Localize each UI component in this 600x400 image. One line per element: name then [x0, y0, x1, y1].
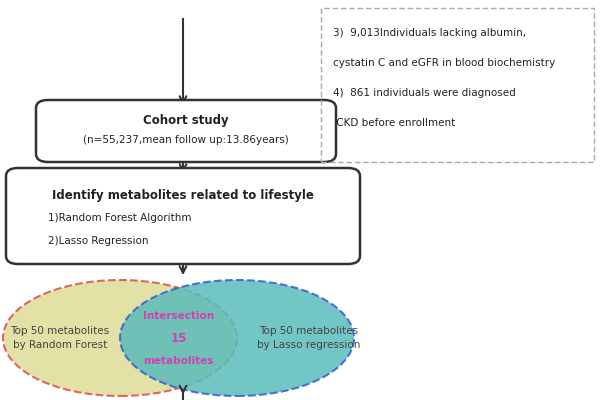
Text: 3)  9,013Individuals lacking albumin,: 3) 9,013Individuals lacking albumin,	[333, 28, 526, 38]
Text: Identify metabolites related to lifestyle: Identify metabolites related to lifestyl…	[52, 189, 314, 202]
FancyBboxPatch shape	[6, 168, 360, 264]
Text: 15: 15	[170, 332, 187, 344]
Text: Top 50 metabolites
by Random Forest: Top 50 metabolites by Random Forest	[10, 326, 110, 350]
Text: cystatin C and eGFR in blood biochemistry: cystatin C and eGFR in blood biochemistr…	[333, 58, 555, 68]
Text: Intersection: Intersection	[143, 311, 214, 321]
Text: 2)Lasso Regression: 2)Lasso Regression	[48, 236, 149, 246]
Text: 4)  861 individuals were diagnosed: 4) 861 individuals were diagnosed	[333, 88, 516, 98]
Text: 1)Random Forest Algorithm: 1)Random Forest Algorithm	[48, 213, 191, 223]
Ellipse shape	[3, 280, 237, 396]
Text: CKD before enrollment: CKD before enrollment	[333, 118, 455, 128]
Text: (n=55,237,mean follow up:13.86years): (n=55,237,mean follow up:13.86years)	[83, 135, 289, 145]
Ellipse shape	[120, 280, 354, 396]
Text: Top 50 metabolites
by Lasso regression: Top 50 metabolites by Lasso regression	[257, 326, 361, 350]
FancyBboxPatch shape	[36, 100, 336, 162]
Text: Cohort study: Cohort study	[143, 114, 229, 127]
Text: metabolites: metabolites	[143, 356, 214, 366]
